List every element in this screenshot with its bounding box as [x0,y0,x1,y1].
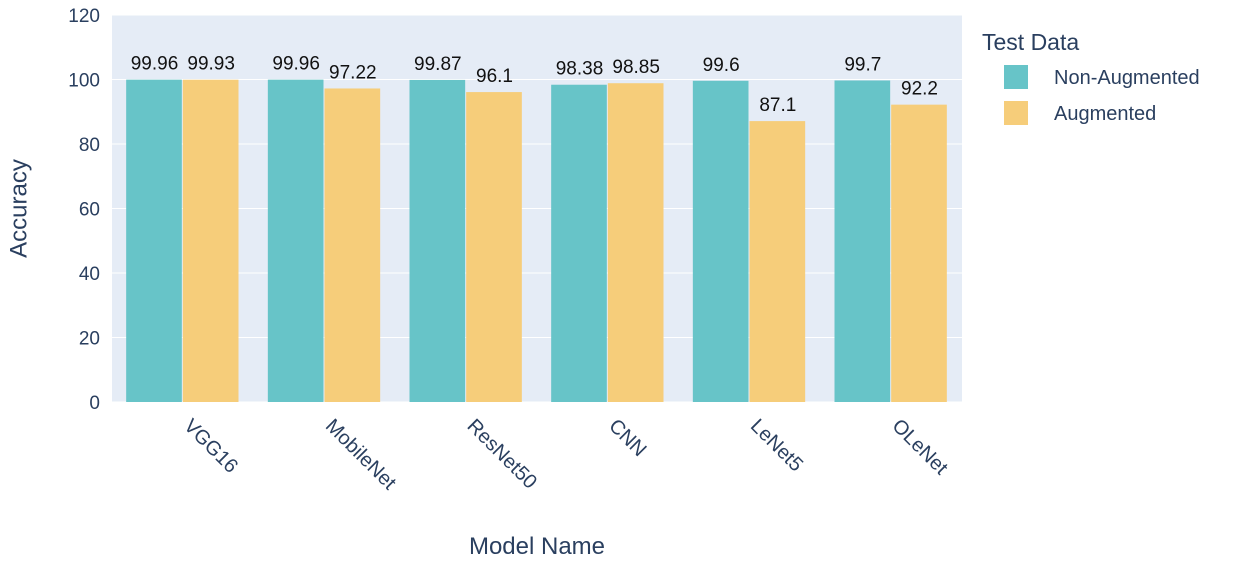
y-tick-label: 40 [79,264,100,285]
x-tick-label: OLeNet [888,415,953,480]
legend-label: Augmented [1054,103,1156,125]
legend[interactable]: Test Data Non-Augmented Augmented [982,29,1200,125]
data-label: 96.1 [476,66,513,87]
x-axis-title: Model Name [469,533,605,560]
bar-non-augmented-mobilenet[interactable] [267,79,324,402]
data-label: 99.87 [414,54,462,75]
x-axis-ticks: VGG16 MobileNet ResNet50 CNN LeNet5 OLeNet [179,415,952,495]
bar-augmented-cnn[interactable] [607,83,664,403]
y-axis-title: Accuracy [5,159,32,258]
bar-augmented-resnet50[interactable] [466,92,522,402]
data-label: 99.96 [131,54,179,75]
bar-augmented-lenet5[interactable] [749,121,806,402]
bar-non-augmented-cnn[interactable] [551,84,607,403]
data-label: 92.2 [901,79,938,100]
data-label: 99.6 [703,55,740,76]
x-tick-label: CNN [604,415,650,461]
data-label: 98.85 [612,57,660,78]
y-tick-label: 60 [79,200,100,221]
data-label: 87.1 [759,95,796,116]
legend-item-non-augmented[interactable]: Non-Augmented [1004,65,1200,89]
data-label: 99.7 [844,54,881,75]
bars [126,79,947,403]
y-tick-label: 100 [68,71,100,92]
data-label: 97.22 [329,62,377,83]
bar-augmented-olenet[interactable] [891,104,947,402]
x-tick-label: ResNet50 [463,415,541,493]
legend-item-augmented[interactable]: Augmented [1004,101,1156,125]
x-tick-label: VGG16 [179,415,242,478]
bar-augmented-mobilenet[interactable] [324,88,381,402]
legend-swatch [1004,101,1028,125]
data-label: 99.96 [272,54,320,75]
y-tick-label: 120 [68,6,100,27]
y-tick-label: 80 [79,135,100,156]
bar-non-augmented-olenet[interactable] [834,80,891,402]
bar-non-augmented-lenet5[interactable] [692,80,749,402]
data-labels: 99.96 99.93 99.96 97.22 99.87 96.1 98.38 98.85 9… [131,54,938,116]
data-label: 99.93 [187,54,235,75]
bar-augmented-vgg16[interactable] [182,79,239,403]
x-tick-label: LeNet5 [746,415,807,476]
legend-swatch [1004,65,1028,89]
y-tick-label: 0 [89,393,100,414]
x-tick-label: MobileNet [321,415,401,495]
legend-title: Test Data [982,29,1079,55]
bar-non-augmented-resnet50[interactable] [409,79,466,402]
gridlines [112,14,962,403]
legend-label: Non-Augmented [1054,67,1200,89]
y-tick-label: 20 [79,329,100,350]
bar-non-augmented-vgg16[interactable] [126,79,182,402]
data-label: 98.38 [556,59,604,80]
y-axis-ticks: 0 20 40 60 80 100 120 [68,6,100,414]
